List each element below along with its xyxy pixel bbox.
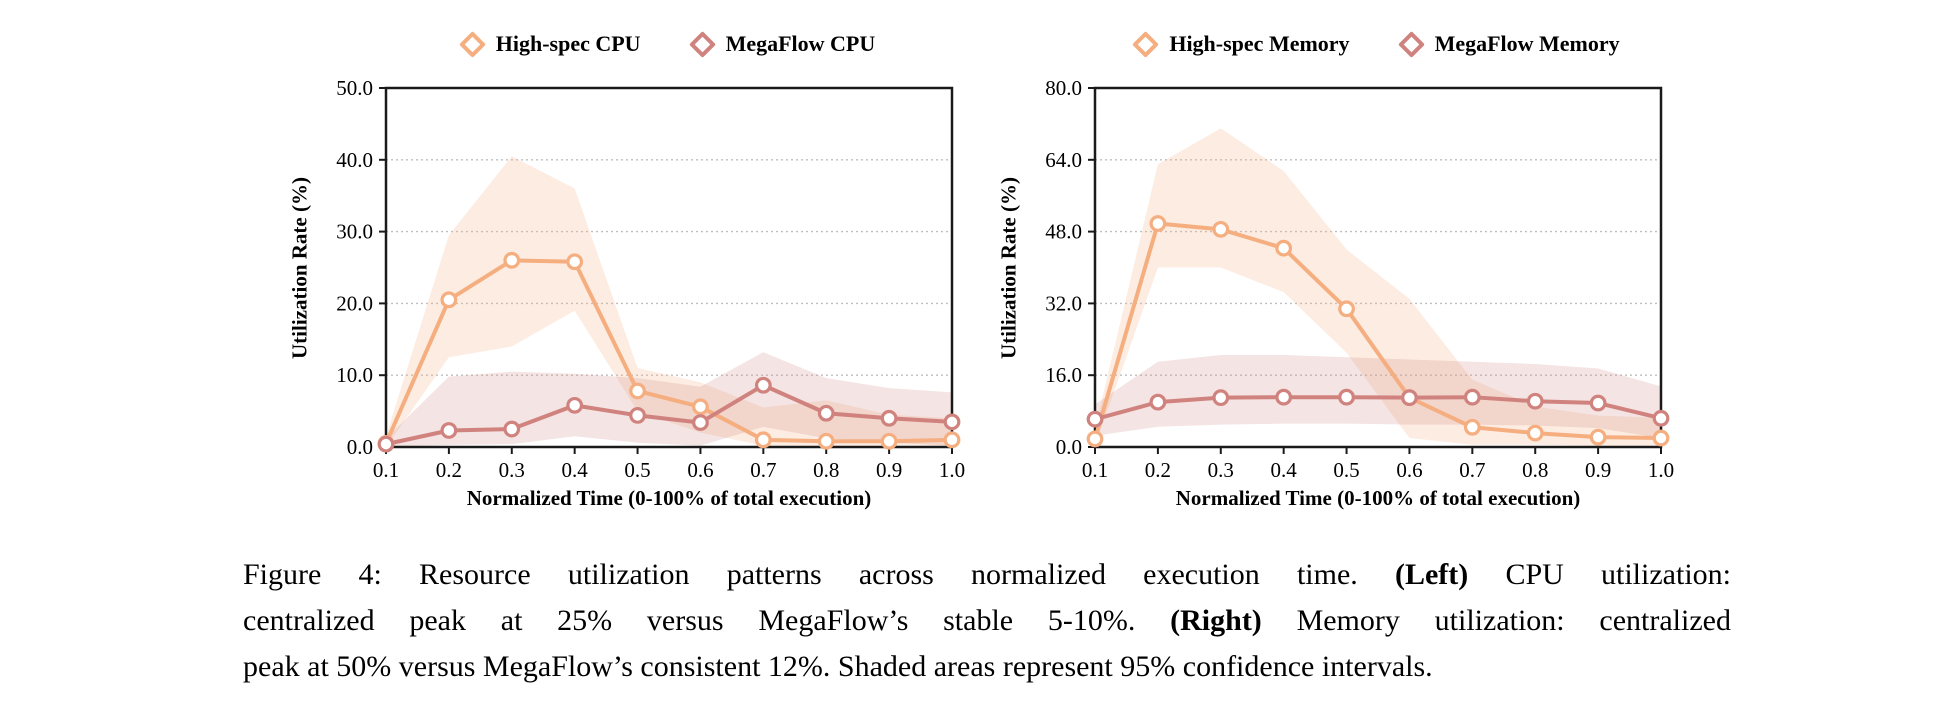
data-point-marker	[1338, 388, 1355, 406]
x-tick-label: 0.5	[1333, 458, 1359, 482]
legend-item-megaflow-memory: MegaFlow Memory	[1397, 30, 1620, 58]
axes-box	[1093, 86, 1663, 449]
x-tick-label: 0.9	[1585, 458, 1611, 482]
data-point-marker	[880, 432, 898, 450]
memory-plot-area: 0.0 16.0 32.0 48.0 64.0 80.0 0.1 0.2 0.3 0.4 0.5 0.…	[1045, 76, 1674, 482]
data-point-marker	[1589, 428, 1607, 446]
legend-label: MegaFlow Memory	[1434, 31, 1620, 56]
data-point-marker	[1526, 392, 1544, 410]
data-point-marker	[1212, 389, 1230, 407]
x-tick-label: 0.9	[876, 458, 902, 482]
y-tick-label: 16.0	[1045, 363, 1082, 387]
data-point-marker	[566, 396, 584, 414]
data-point-marker	[1652, 429, 1670, 447]
data-point-marker	[1463, 418, 1481, 436]
data-point-marker	[692, 414, 709, 431]
legend-label: High-spec CPU	[495, 31, 641, 56]
data-point-marker	[503, 251, 521, 269]
x-tick-label: 0.2	[436, 458, 462, 482]
x-tick-label: 0.1	[1082, 458, 1108, 482]
figure-caption: Figure 4: Resource utilization patterns …	[243, 552, 1731, 690]
memory-legend: High-spec Memory MegaFlow Memory	[1095, 26, 1661, 62]
data-point-marker	[817, 404, 835, 422]
data-point-marker	[754, 431, 772, 449]
memory-x-axis-title: Normalized Time (0-100% of total executi…	[1175, 486, 1581, 510]
series-line	[385, 383, 953, 447]
data-point-marker	[1149, 393, 1167, 411]
y-tick-label: 30.0	[336, 220, 373, 244]
data-point-marker	[440, 291, 458, 309]
x-tick-label: 0.6	[687, 458, 713, 482]
x-tick-label: 0.5	[624, 458, 650, 482]
data-point-marker	[692, 398, 709, 416]
x-tick-label: 0.3	[1208, 458, 1234, 482]
data-point-marker	[943, 431, 961, 449]
data-point-marker	[817, 432, 835, 450]
series-line	[1093, 221, 1662, 441]
y-tick-label: 10.0	[336, 363, 373, 387]
data-point-marker	[1275, 388, 1293, 406]
legend-label: High-spec Memory	[1169, 31, 1350, 56]
cpu-legend: High-spec CPU MegaFlow CPU	[386, 26, 952, 62]
data-point-marker	[1401, 389, 1418, 407]
data-point-marker	[1463, 388, 1481, 406]
data-point-marker	[1086, 410, 1104, 428]
data-point-marker	[503, 420, 521, 438]
y-tick-label: 48.0	[1045, 220, 1082, 244]
data-point-marker	[1652, 409, 1670, 427]
data-point-marker	[1212, 220, 1230, 238]
ci-band	[1095, 128, 1661, 446]
series-line	[1094, 395, 1662, 422]
y-tick-label: 0.0	[347, 435, 373, 459]
data-point-marker	[1275, 239, 1293, 257]
data-point-marker	[1149, 215, 1167, 232]
legend-item-high-spec-memory: High-spec Memory	[1132, 30, 1350, 58]
legend-item-megaflow-cpu: MegaFlow CPU	[688, 30, 876, 58]
x-tick-label: 0.6	[1396, 458, 1422, 482]
data-point-marker	[440, 422, 458, 439]
cpu-plot-area: 0.0 10.0 20.0 30.0 40.0 50.0 0.1 0.2 0.3 0.4 0.5 0.…	[336, 76, 965, 482]
data-point-marker	[943, 413, 961, 431]
legend-item-high-spec-cpu: High-spec CPU	[458, 30, 641, 58]
y-tick-label: 50.0	[336, 76, 373, 100]
data-point-marker	[1086, 430, 1104, 448]
x-tick-label: 0.4	[1271, 458, 1298, 482]
x-tick-label: 0.7	[750, 458, 776, 482]
caption-line: peak at 50% versus MegaFlow’s consistent…	[243, 650, 1433, 683]
data-point-marker	[629, 382, 646, 400]
data-point-marker	[1338, 300, 1355, 318]
y-tick-label: 64.0	[1045, 148, 1082, 172]
data-point-marker	[629, 407, 646, 424]
series-line	[384, 258, 953, 445]
x-tick-label: 0.1	[373, 458, 399, 482]
legend-label: MegaFlow CPU	[725, 31, 876, 56]
y-tick-label: 0.0	[1056, 435, 1082, 459]
x-tick-label: 0.4	[562, 458, 589, 482]
x-tick-label: 0.8	[813, 458, 839, 482]
caption-line: Figure 4: Resource utilization patterns …	[243, 558, 1731, 591]
y-tick-label: 80.0	[1045, 76, 1082, 100]
data-point-marker	[754, 376, 772, 394]
x-tick-label: 0.2	[1145, 458, 1171, 482]
cpu-x-axis-title: Normalized Time (0-100% of total executi…	[466, 486, 872, 510]
data-point-marker	[377, 435, 395, 453]
x-tick-label: 0.7	[1459, 458, 1485, 482]
data-point-marker	[1589, 394, 1607, 412]
y-tick-label: 40.0	[336, 148, 373, 172]
ci-band	[386, 156, 952, 447]
memory-utilization-chart: High-spec Memory MegaFlow Memory Utiliza…	[949, 18, 1709, 530]
caption-line: centralized peak at 25% versus MegaFlow’…	[243, 604, 1731, 637]
x-tick-label: 0.3	[499, 458, 525, 482]
x-tick-label: 1.0	[1648, 458, 1674, 482]
data-point-marker	[880, 409, 898, 427]
cpu-utilization-chart: High-spec CPU MegaFlow CPU Utilization R…	[240, 18, 1000, 530]
x-tick-label: 0.8	[1522, 458, 1548, 482]
y-tick-label: 32.0	[1045, 291, 1082, 315]
x-tick-label: 1.0	[939, 458, 965, 482]
data-point-marker	[1526, 424, 1544, 442]
y-tick-label: 20.0	[336, 291, 373, 315]
axes-box	[384, 86, 954, 449]
data-point-marker	[566, 253, 584, 271]
